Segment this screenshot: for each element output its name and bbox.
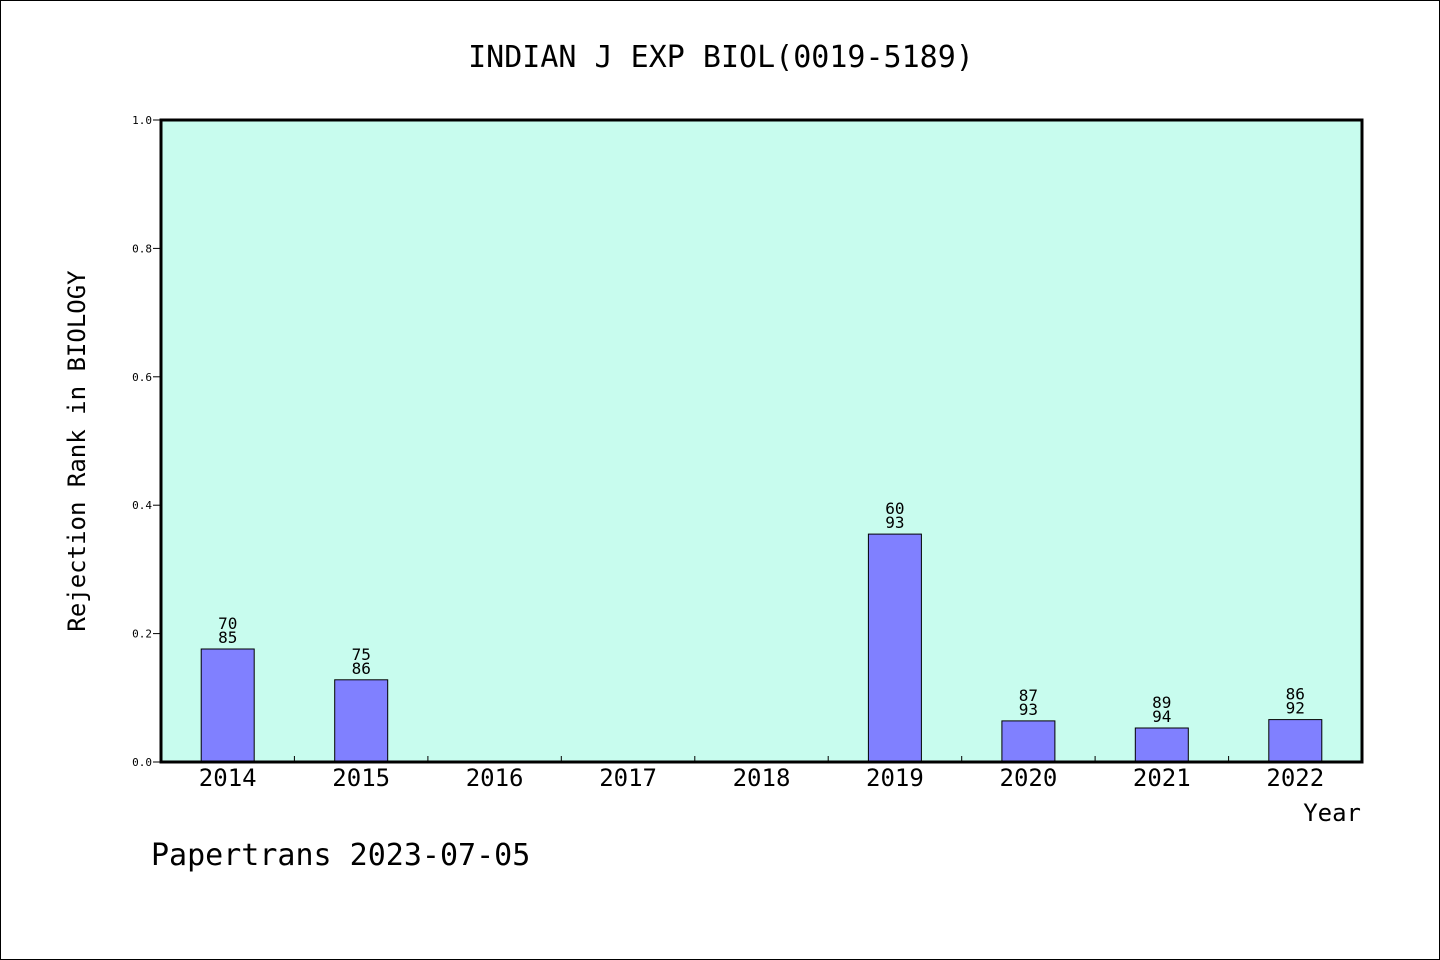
y-tick-label-0.0: 0.0 (132, 756, 152, 769)
bar-label-rank-2021: 89 (1152, 693, 1171, 712)
y-axis-label: Rejection Rank in BIOLOGY (63, 270, 91, 632)
x-tick-label-2016: 2016 (466, 764, 524, 792)
y-tick-label-0.6: 0.6 (132, 371, 152, 384)
bar-label-rank-2019: 60 (885, 499, 904, 518)
bar-label-total-2015: 86 (352, 659, 371, 678)
x-axis-label: Year (1303, 799, 1361, 827)
x-tick-label-2020: 2020 (1000, 764, 1058, 792)
plot-frame (159, 118, 1364, 764)
x-tick-label-2017: 2017 (599, 764, 657, 792)
bar-2015 (334, 679, 389, 763)
bar-label-total-2021: 94 (1152, 707, 1171, 726)
bar-label-total-2019: 93 (885, 513, 904, 532)
x-tick-label-2019: 2019 (866, 764, 924, 792)
bar-label-total-2020: 93 (1019, 700, 1038, 719)
bar-label-rank-2014: 70 (218, 614, 237, 633)
y-tick-label-0.2: 0.2 (132, 628, 152, 641)
y-tick-label-0.4: 0.4 (132, 499, 152, 512)
x-tick-label-2022: 2022 (1266, 764, 1324, 792)
y-tick-label-1.0: 1.0 (132, 114, 152, 127)
x-tick-label-2015: 2015 (332, 764, 390, 792)
bar-2022 (1268, 719, 1323, 763)
bar-label-rank-2020: 87 (1019, 686, 1038, 705)
bar-2014 (200, 648, 255, 763)
chart-title: INDIAN J EXP BIOL(0019-5189) (468, 40, 974, 75)
bar-2021 (1134, 727, 1189, 763)
x-tick-label-2014: 2014 (199, 764, 257, 792)
bar-2019 (867, 533, 922, 763)
bar-label-rank-2022: 86 (1286, 685, 1305, 704)
footer-watermark: Papertrans 2023-07-05 (151, 838, 530, 873)
x-tick-label-2021: 2021 (1133, 764, 1191, 792)
bar-label-total-2014: 85 (218, 628, 237, 647)
plot-area (161, 120, 1362, 762)
bar-label-total-2022: 92 (1286, 699, 1305, 718)
y-tick-label-0.8: 0.8 (132, 242, 152, 255)
bar-2020 (1001, 720, 1056, 763)
x-tick-label-2018: 2018 (733, 764, 791, 792)
bar-label-rank-2015: 75 (352, 645, 371, 664)
